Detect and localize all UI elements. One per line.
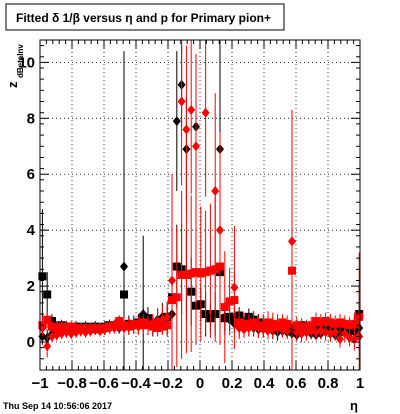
x-tick-label: 0.8: [318, 375, 339, 392]
grid: [40, 40, 360, 370]
data-point-square: [345, 321, 354, 330]
x-tick-label: 0.6: [286, 375, 307, 392]
timestamp: Thu Sep 14 10:56:06 2017: [3, 401, 112, 411]
data-point-square: [57, 322, 66, 331]
y-axis-title-sub: dBetaInv: [16, 44, 25, 78]
data-point-square: [177, 270, 186, 279]
data-point-square: [206, 266, 215, 275]
data-point-diamond: [163, 311, 172, 322]
data-point-diamond: [177, 96, 186, 107]
x-tick-label: −0.4: [121, 375, 151, 392]
data-point-square: [172, 293, 181, 302]
data-point-square: [225, 297, 234, 306]
data-point-diamond: [187, 104, 196, 115]
data-point-square: [48, 322, 56, 331]
data-point-diamond: [120, 261, 128, 272]
x-tick-label: −0.2: [153, 375, 183, 392]
data-point-diamond: [105, 323, 114, 334]
data-point-square: [326, 318, 335, 327]
data-point-diamond: [168, 275, 176, 286]
data-point-diamond: [211, 186, 220, 197]
data-point-square: [187, 269, 196, 278]
data-point-square: [220, 303, 229, 312]
y-tick-label: 10: [18, 54, 35, 71]
data-point-square: [67, 322, 76, 331]
x-tick-label: 0.4: [254, 375, 276, 392]
y-axis-title-main: z: [5, 81, 20, 88]
data-point-diamond: [230, 282, 239, 293]
data-point-diamond: [182, 124, 191, 135]
data-point-square: [196, 269, 205, 278]
data-point-diamond: [283, 325, 292, 336]
y-tick-label: 6: [27, 166, 35, 183]
x-axis-title: η: [350, 398, 358, 413]
data-point-square: [43, 315, 52, 324]
data-point-diamond: [340, 328, 349, 339]
x-tick-label: 0: [196, 375, 204, 392]
chart-title: Fitted δ 1/β versus η and p for Primary …: [16, 11, 271, 25]
y-tick-label: 4: [27, 222, 36, 239]
data-point-square: [43, 290, 52, 299]
data-point-square: [321, 317, 330, 326]
data-point-diamond: [192, 141, 200, 152]
data-layer: [38, 40, 364, 370]
data-point-square: [312, 317, 320, 326]
data-point-diamond: [172, 116, 181, 127]
y-tick-label: 2: [27, 278, 35, 295]
data-point-square: [192, 268, 200, 277]
data-point-square: [336, 318, 344, 327]
data-point-square: [38, 272, 47, 281]
data-point-diamond: [201, 107, 210, 118]
x-tick-label: 1: [356, 375, 364, 392]
data-point-diamond: [331, 327, 340, 338]
x-tick-label: −1: [31, 375, 48, 392]
y-tick-label: 8: [27, 110, 35, 127]
title-box: [5, 3, 285, 31]
data-point-square: [52, 324, 61, 333]
data-point-diamond: [288, 236, 296, 247]
data-point-diamond: [43, 341, 52, 352]
data-point-square: [350, 319, 359, 328]
x-tick-label: −0.6: [89, 375, 119, 392]
data-point-square: [355, 312, 364, 321]
data-point-square: [340, 319, 349, 328]
y-tick-label: 0: [27, 334, 35, 351]
x-tick-label: −0.8: [57, 375, 87, 392]
data-point-square: [201, 268, 210, 277]
x-tick-label: 0.2: [222, 375, 243, 392]
data-point-diamond: [336, 334, 344, 345]
data-point-square: [182, 270, 191, 279]
data-point-diamond: [216, 225, 224, 236]
